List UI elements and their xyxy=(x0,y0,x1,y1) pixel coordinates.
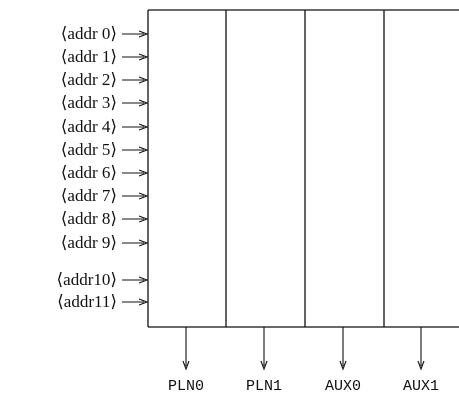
input-row: ⟨addr11⟩ xyxy=(57,292,149,311)
arrowhead-icon xyxy=(339,360,347,371)
arrowhead-icon xyxy=(138,298,149,306)
address-label: ⟨addr 7⟩ xyxy=(61,186,117,205)
output-columns: PLN0 PLN1 AUX0 AUX1 xyxy=(168,327,439,393)
output-label: PLN1 xyxy=(246,378,282,393)
arrowhead-icon xyxy=(138,30,149,38)
address-label: ⟨addr 6⟩ xyxy=(61,163,117,182)
input-row: ⟨addr 5⟩ xyxy=(61,140,149,159)
address-label: ⟨addr 9⟩ xyxy=(61,233,117,252)
input-rows: ⟨addr 0⟩ ⟨addr 1⟩ ⟨addr 2⟩ ⟨addr 3⟩ ⟨addr 4⟩… xyxy=(57,24,149,311)
arrowhead-icon xyxy=(138,76,149,84)
input-row: ⟨addr10⟩ xyxy=(57,270,149,289)
arrowhead-icon xyxy=(182,360,190,371)
output-column: AUX0 xyxy=(325,327,361,393)
output-label: AUX0 xyxy=(325,378,361,393)
arrowhead-icon xyxy=(260,360,268,371)
input-row: ⟨addr 1⟩ xyxy=(61,47,149,66)
input-row: ⟨addr 7⟩ xyxy=(61,186,149,205)
arrowhead-icon xyxy=(138,146,149,154)
output-column: AUX1 xyxy=(403,327,439,393)
input-row: ⟨addr 0⟩ xyxy=(61,24,149,43)
arrowhead-icon xyxy=(138,192,149,200)
input-row: ⟨addr 9⟩ xyxy=(61,233,149,252)
arrowhead-icon xyxy=(138,169,149,177)
address-label: ⟨addr11⟩ xyxy=(57,292,117,311)
address-label: ⟨addr 3⟩ xyxy=(61,93,117,112)
arrowhead-icon xyxy=(138,53,149,61)
arrowhead-icon xyxy=(138,239,149,247)
output-label: AUX1 xyxy=(403,378,439,393)
input-row: ⟨addr 6⟩ xyxy=(61,163,149,182)
address-label: ⟨addr 5⟩ xyxy=(61,140,117,159)
input-row: ⟨addr 2⟩ xyxy=(61,70,149,89)
output-column: PLN1 xyxy=(246,327,282,393)
address-label: ⟨addr 8⟩ xyxy=(61,209,117,228)
arrowhead-icon xyxy=(138,215,149,223)
input-row: ⟨addr 8⟩ xyxy=(61,209,149,228)
address-label: ⟨addr 4⟩ xyxy=(61,117,117,136)
address-label: ⟨addr 0⟩ xyxy=(61,24,117,43)
address-label: ⟨addr10⟩ xyxy=(57,270,117,289)
arrowhead-icon xyxy=(138,99,149,107)
arrowhead-icon xyxy=(138,276,149,284)
output-column: PLN0 xyxy=(168,327,204,393)
input-row: ⟨addr 4⟩ xyxy=(61,117,149,136)
address-label: ⟨addr 2⟩ xyxy=(61,70,117,89)
arrowhead-icon xyxy=(417,360,425,371)
address-label: ⟨addr 1⟩ xyxy=(61,47,117,66)
input-row: ⟨addr 3⟩ xyxy=(61,93,149,112)
array-block xyxy=(147,9,459,328)
arrowhead-icon xyxy=(138,123,149,131)
output-label: PLN0 xyxy=(168,378,204,393)
